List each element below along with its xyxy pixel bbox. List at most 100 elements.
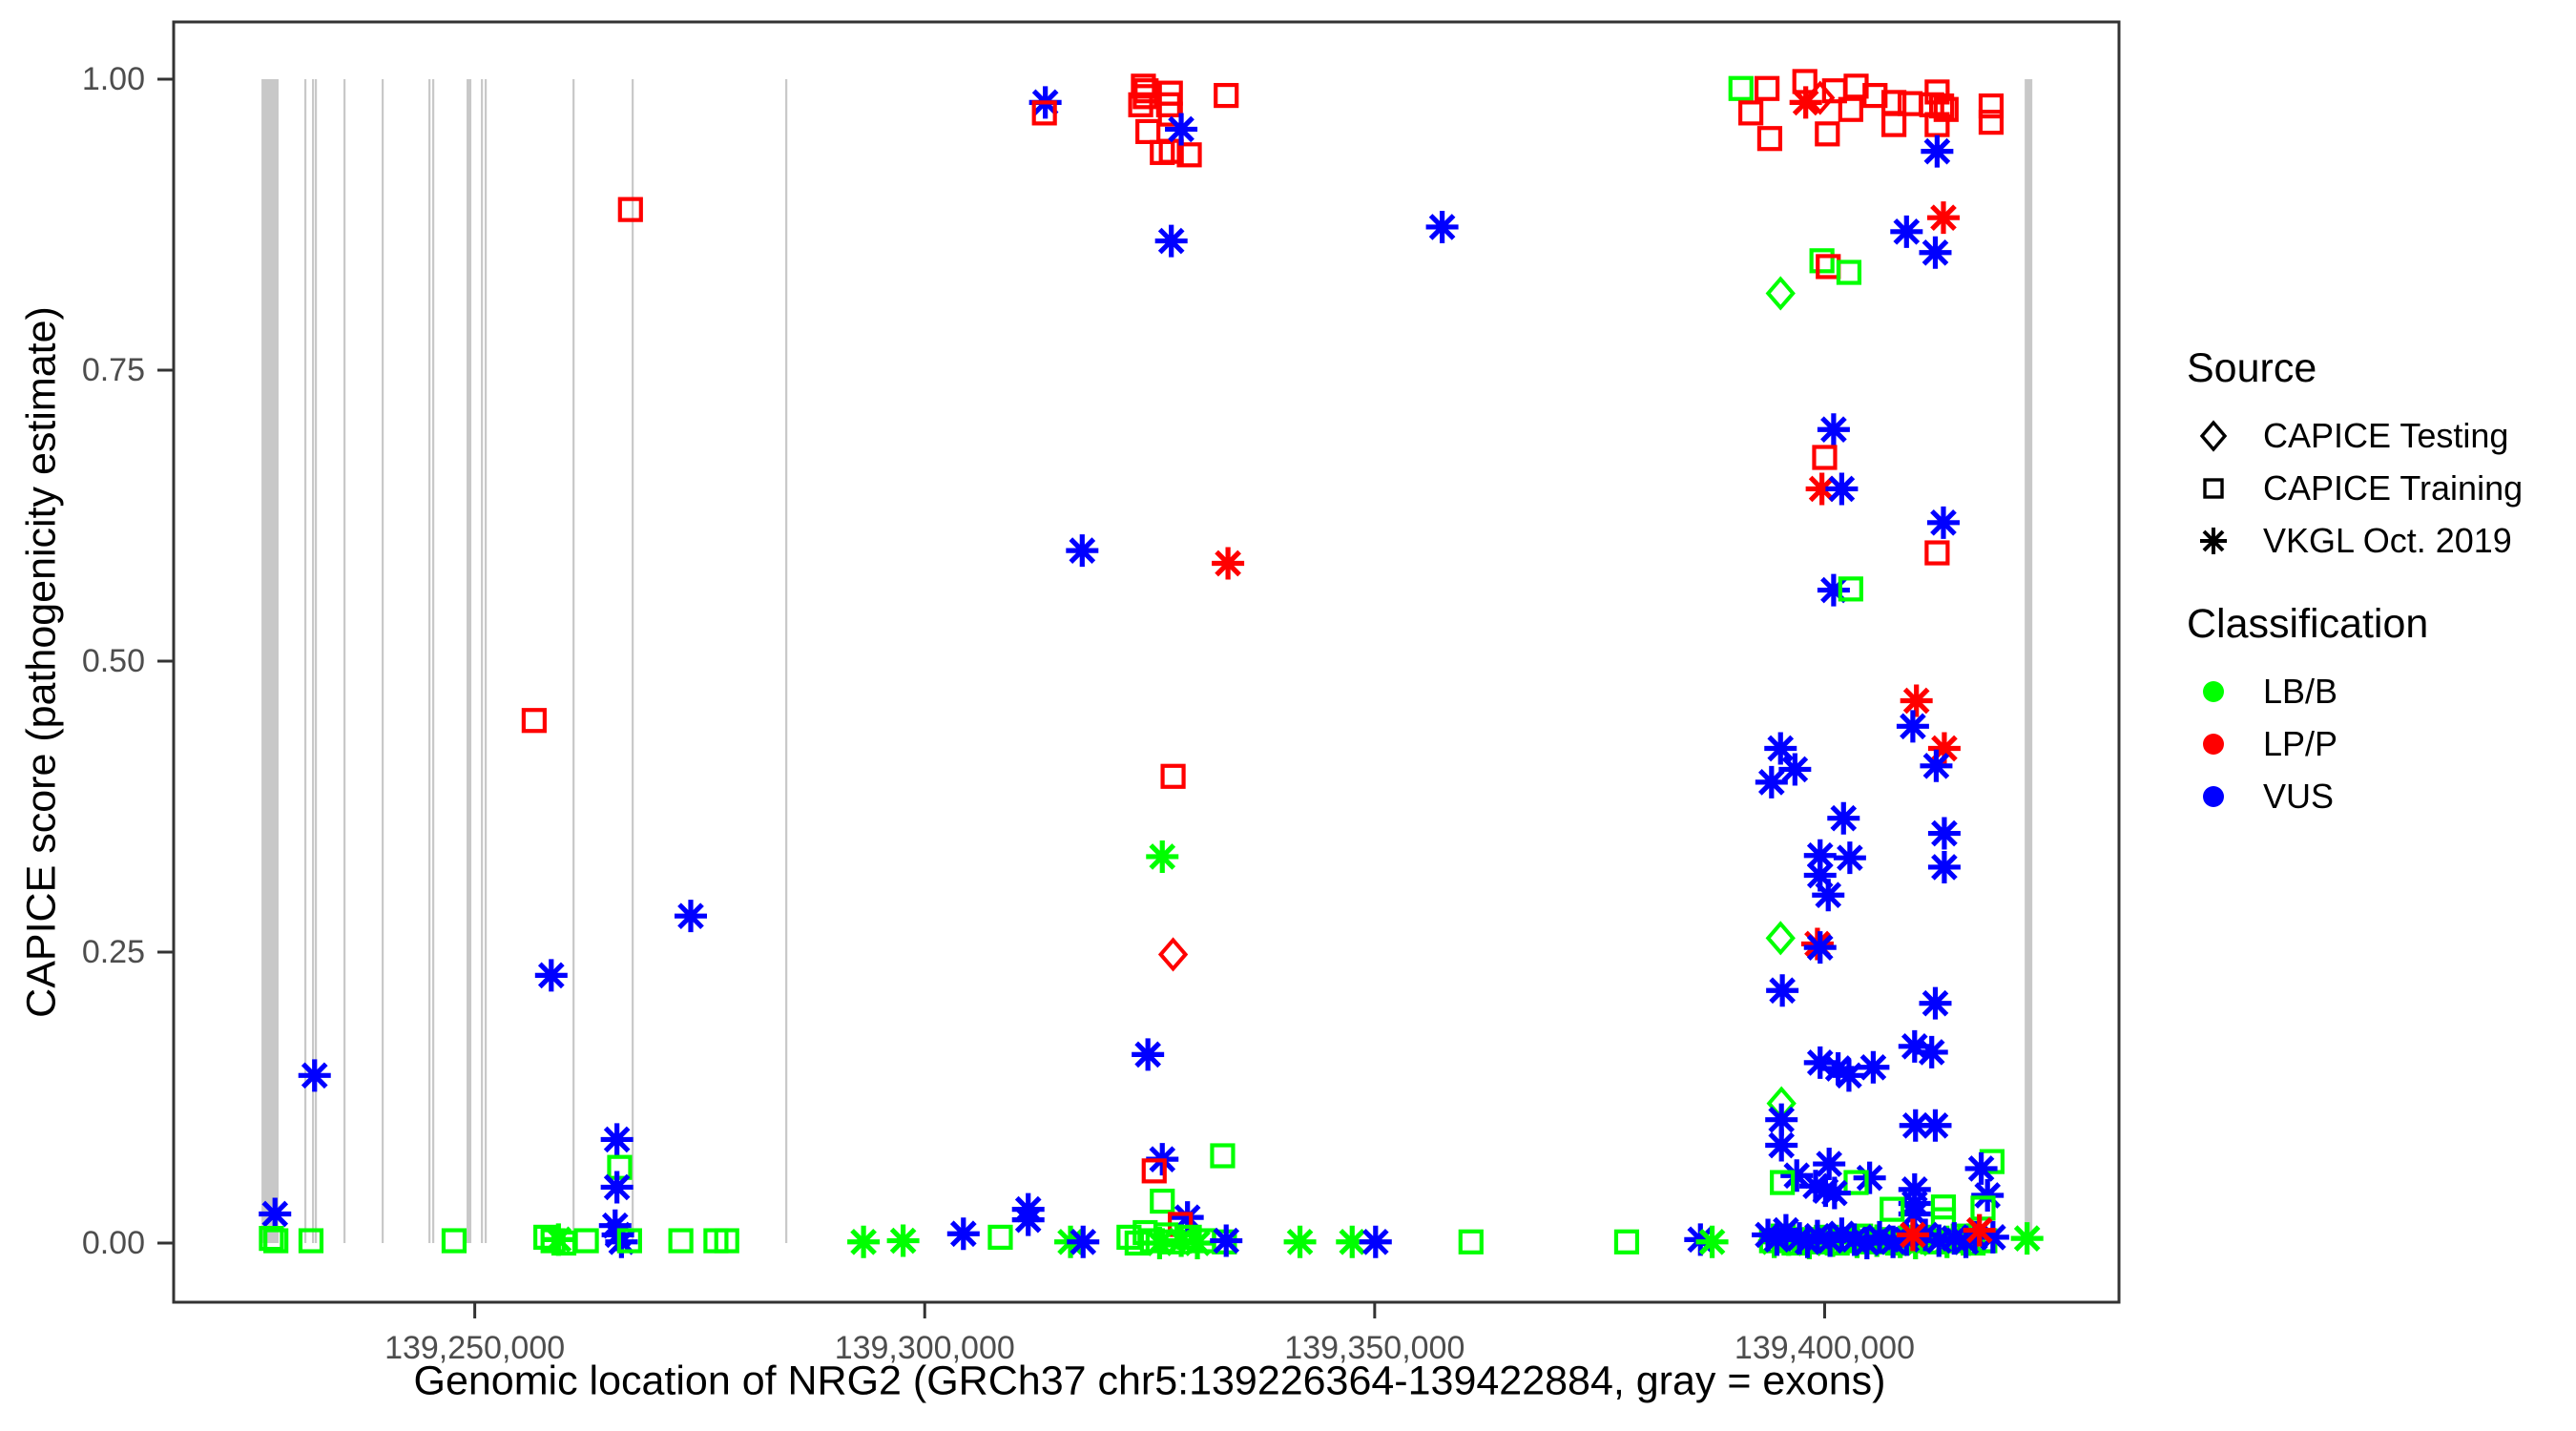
data-point-asterisk: [1212, 547, 1245, 580]
exon-bar: [572, 79, 575, 1243]
data-point-asterisk: [600, 1171, 634, 1204]
data-point-asterisk: [1827, 801, 1860, 835]
data-point-square: [1930, 1194, 1957, 1220]
data-point-asterisk: [1964, 1151, 1998, 1185]
exon-bar: [467, 79, 472, 1243]
data-point-asterisk: [1805, 472, 1839, 506]
data-point-square: [1728, 75, 1754, 101]
data-point-asterisk: [1791, 1225, 1824, 1258]
data-point-asterisk: [1425, 210, 1459, 243]
data-point-asterisk: [2010, 1222, 2044, 1255]
data-point-square: [1928, 93, 1955, 119]
data-point-asterisk: [1927, 817, 1961, 850]
asterisk-marker-icon: [2187, 520, 2240, 562]
data-point-square: [1970, 1195, 1996, 1221]
y-tick-label: 1.00: [81, 61, 145, 97]
data-point-asterisk: [1919, 1109, 1952, 1142]
data-point-asterisk: [1949, 1225, 1983, 1258]
data-point-square: [1880, 112, 1907, 137]
data-point-square: [1838, 576, 1863, 602]
data-point-asterisk: [534, 959, 568, 992]
data-point-square: [1838, 96, 1863, 122]
data-point-asterisk: [1825, 1217, 1859, 1251]
exon-bar: [261, 79, 279, 1243]
legend-item-label: CAPICE Testing: [2263, 415, 2509, 455]
data-point-asterisk: [1919, 236, 1952, 269]
data-point-square: [573, 1228, 599, 1254]
x-axis-title: Genomic location of NRG2 (GRCh37 chr5:13…: [413, 1358, 1886, 1404]
legend-item-lpp: LP/P: [2187, 717, 2428, 770]
data-point-square: [1924, 540, 1950, 566]
data-point-asterisk: [1817, 413, 1850, 446]
red-dot-icon: [2187, 723, 2240, 765]
y-tick-label: 0.50: [81, 643, 145, 679]
data-point-asterisk: [1926, 201, 1960, 235]
data-point-asterisk: [542, 1223, 575, 1256]
data-point-asterisk: [1359, 1225, 1392, 1258]
data-point-asterisk: [1695, 1225, 1729, 1258]
diamond-marker-icon: [2187, 415, 2240, 457]
data-point-asterisk: [1766, 974, 1799, 1007]
data-point-asterisk: [1146, 840, 1179, 873]
data-point-diamond: [1765, 921, 1796, 956]
data-point-asterisk: [1803, 839, 1837, 872]
legend-item-label: VUS: [2263, 776, 2335, 816]
data-point-square: [1812, 445, 1838, 470]
data-point-asterisk: [1857, 1050, 1890, 1084]
data-point-square: [1755, 75, 1780, 101]
data-point-square: [263, 1228, 289, 1254]
data-point-asterisk: [1915, 1035, 1948, 1068]
square-marker-icon: [2187, 467, 2240, 509]
data-point-asterisk: [1833, 841, 1866, 875]
x-tick-label: 139,400,000: [1734, 1330, 1915, 1366]
data-point-square: [1128, 92, 1153, 117]
data-point-square: [1978, 110, 2005, 135]
data-point-asterisk: [946, 1217, 980, 1251]
data-point-asterisk: [886, 1224, 920, 1257]
data-point-square: [1031, 100, 1057, 126]
exon-bar: [785, 79, 788, 1243]
data-point-asterisk: [259, 1197, 292, 1231]
data-point-asterisk: [1814, 1224, 1847, 1257]
data-point-square: [521, 708, 547, 734]
data-point-asterisk: [1803, 1046, 1837, 1079]
x-tick-label: 139,300,000: [834, 1330, 1015, 1366]
data-point-asterisk: [1765, 1103, 1798, 1136]
data-point-asterisk: [1896, 710, 1929, 743]
data-point-asterisk: [1800, 1219, 1834, 1253]
legend-source: Source CAPICE Testing CAPICE Training VK…: [2187, 345, 2523, 567]
green-dot-icon: [2187, 671, 2240, 713]
data-point-square: [617, 197, 643, 222]
legend-classification: Classification LB/B LP/P VUS: [2187, 601, 2428, 822]
data-point-square: [1815, 121, 1840, 147]
data-point-asterisk: [1165, 113, 1198, 146]
data-point-asterisk: [1764, 732, 1797, 765]
exon-bar: [381, 79, 384, 1243]
data-point-asterisk: [1803, 859, 1837, 892]
data-point-asterisk: [1066, 534, 1099, 568]
data-point-asterisk: [1850, 1227, 1883, 1259]
exon-bar: [484, 79, 488, 1243]
data-point-square: [1738, 100, 1764, 126]
data-point-asterisk: [1920, 749, 1953, 782]
data-point-asterisk: [1926, 506, 1960, 539]
legend-item-label: LB/B: [2263, 671, 2338, 711]
exon-bar: [343, 79, 346, 1243]
data-point-square: [1214, 82, 1239, 109]
data-point-asterisk: [1899, 1109, 1932, 1142]
data-point-square: [714, 1228, 739, 1254]
x-tick-label: 139,350,000: [1284, 1330, 1465, 1366]
data-point-asterisk: [1769, 1213, 1802, 1247]
legend-item-capice-training: CAPICE Training: [2187, 462, 2523, 514]
data-point-asterisk: [605, 1225, 638, 1258]
exon-bar: [311, 79, 315, 1243]
data-point-square: [1924, 112, 1950, 137]
data-point-asterisk: [847, 1225, 881, 1258]
data-point-asterisk: [1825, 472, 1859, 506]
data-point-asterisk: [1171, 1201, 1204, 1234]
data-point-square: [1836, 259, 1862, 285]
data-point-asterisk: [1890, 215, 1923, 248]
data-point-square: [1770, 1170, 1796, 1195]
